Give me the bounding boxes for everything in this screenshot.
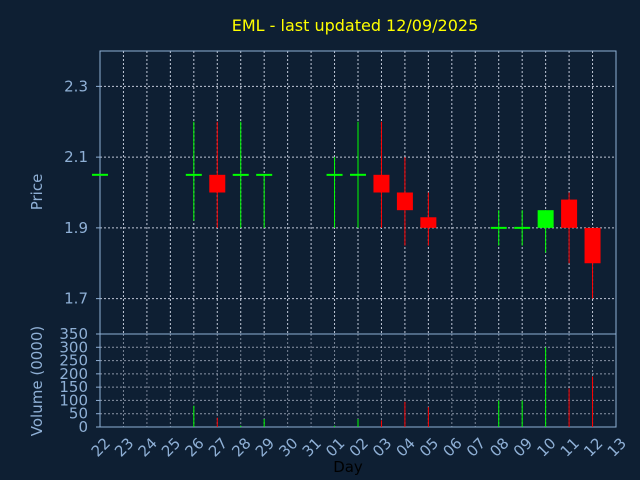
x-tick-label: 27 — [205, 434, 231, 460]
grid-lines — [100, 51, 616, 427]
x-tick-label: 31 — [299, 434, 325, 460]
x-tick-label: 28 — [228, 434, 254, 460]
volume-y-tick-label: 300 — [59, 338, 88, 356]
x-tick-label: 12 — [580, 434, 606, 460]
x-tick-label: 24 — [135, 434, 161, 460]
x-tick-label: 13 — [604, 434, 630, 460]
price-axis-label: Price — [28, 174, 46, 211]
candle-body — [396, 192, 413, 211]
price-y-tick-label: 1.9 — [64, 219, 88, 237]
x-tick-label: 09 — [510, 434, 536, 460]
volume-y-tick-label: 200 — [59, 365, 88, 383]
x-tick-label: 30 — [275, 434, 301, 460]
x-tick-labels: 2223242526272829303101020304050607080910… — [88, 434, 630, 460]
volume-y-tick-label: 100 — [59, 391, 88, 409]
x-axis-label: Day — [333, 458, 363, 476]
volume-y-tick-label: 250 — [59, 352, 88, 370]
volume-y-tick-label: 350 — [59, 325, 88, 343]
x-tick-label: 03 — [369, 434, 395, 460]
price-y-tick-label: 2.1 — [64, 148, 88, 166]
volume-y-tick-label: 150 — [59, 378, 88, 396]
candle-body — [420, 217, 437, 228]
price-y-tick-label: 2.3 — [64, 77, 88, 95]
candle-body — [209, 174, 226, 193]
x-tick-label: 23 — [111, 434, 137, 460]
volume-axis-label: Volume (0000) — [28, 326, 46, 436]
plot-frames — [96, 50, 617, 428]
x-tick-label: 10 — [533, 434, 559, 460]
candle-body — [584, 227, 601, 264]
x-tick-label: 01 — [322, 434, 348, 460]
candle-body — [561, 199, 578, 228]
x-tick-label: 02 — [346, 434, 372, 460]
volume-series — [193, 347, 594, 427]
x-tick-label: 05 — [416, 434, 442, 460]
x-tick-label: 07 — [463, 434, 489, 460]
chart-title: EML - last updated 12/09/2025 — [232, 16, 479, 35]
volume-y-tick-label: 50 — [69, 405, 88, 423]
x-tick-label: 08 — [486, 434, 512, 460]
x-tick-label: 25 — [158, 434, 184, 460]
x-tick-label: 26 — [181, 434, 207, 460]
candlestick-series — [92, 121, 601, 299]
x-tick-label: 06 — [439, 434, 465, 460]
volume-y-tick-label: 0 — [78, 418, 88, 436]
candle-body — [537, 210, 554, 228]
price-y-tick-label: 1.7 — [64, 290, 88, 308]
x-tick-label: 29 — [252, 434, 278, 460]
x-tick-label: 11 — [557, 434, 583, 460]
candle-body — [373, 174, 390, 193]
x-tick-label: 04 — [393, 434, 419, 460]
x-tick-label: 22 — [88, 434, 114, 460]
